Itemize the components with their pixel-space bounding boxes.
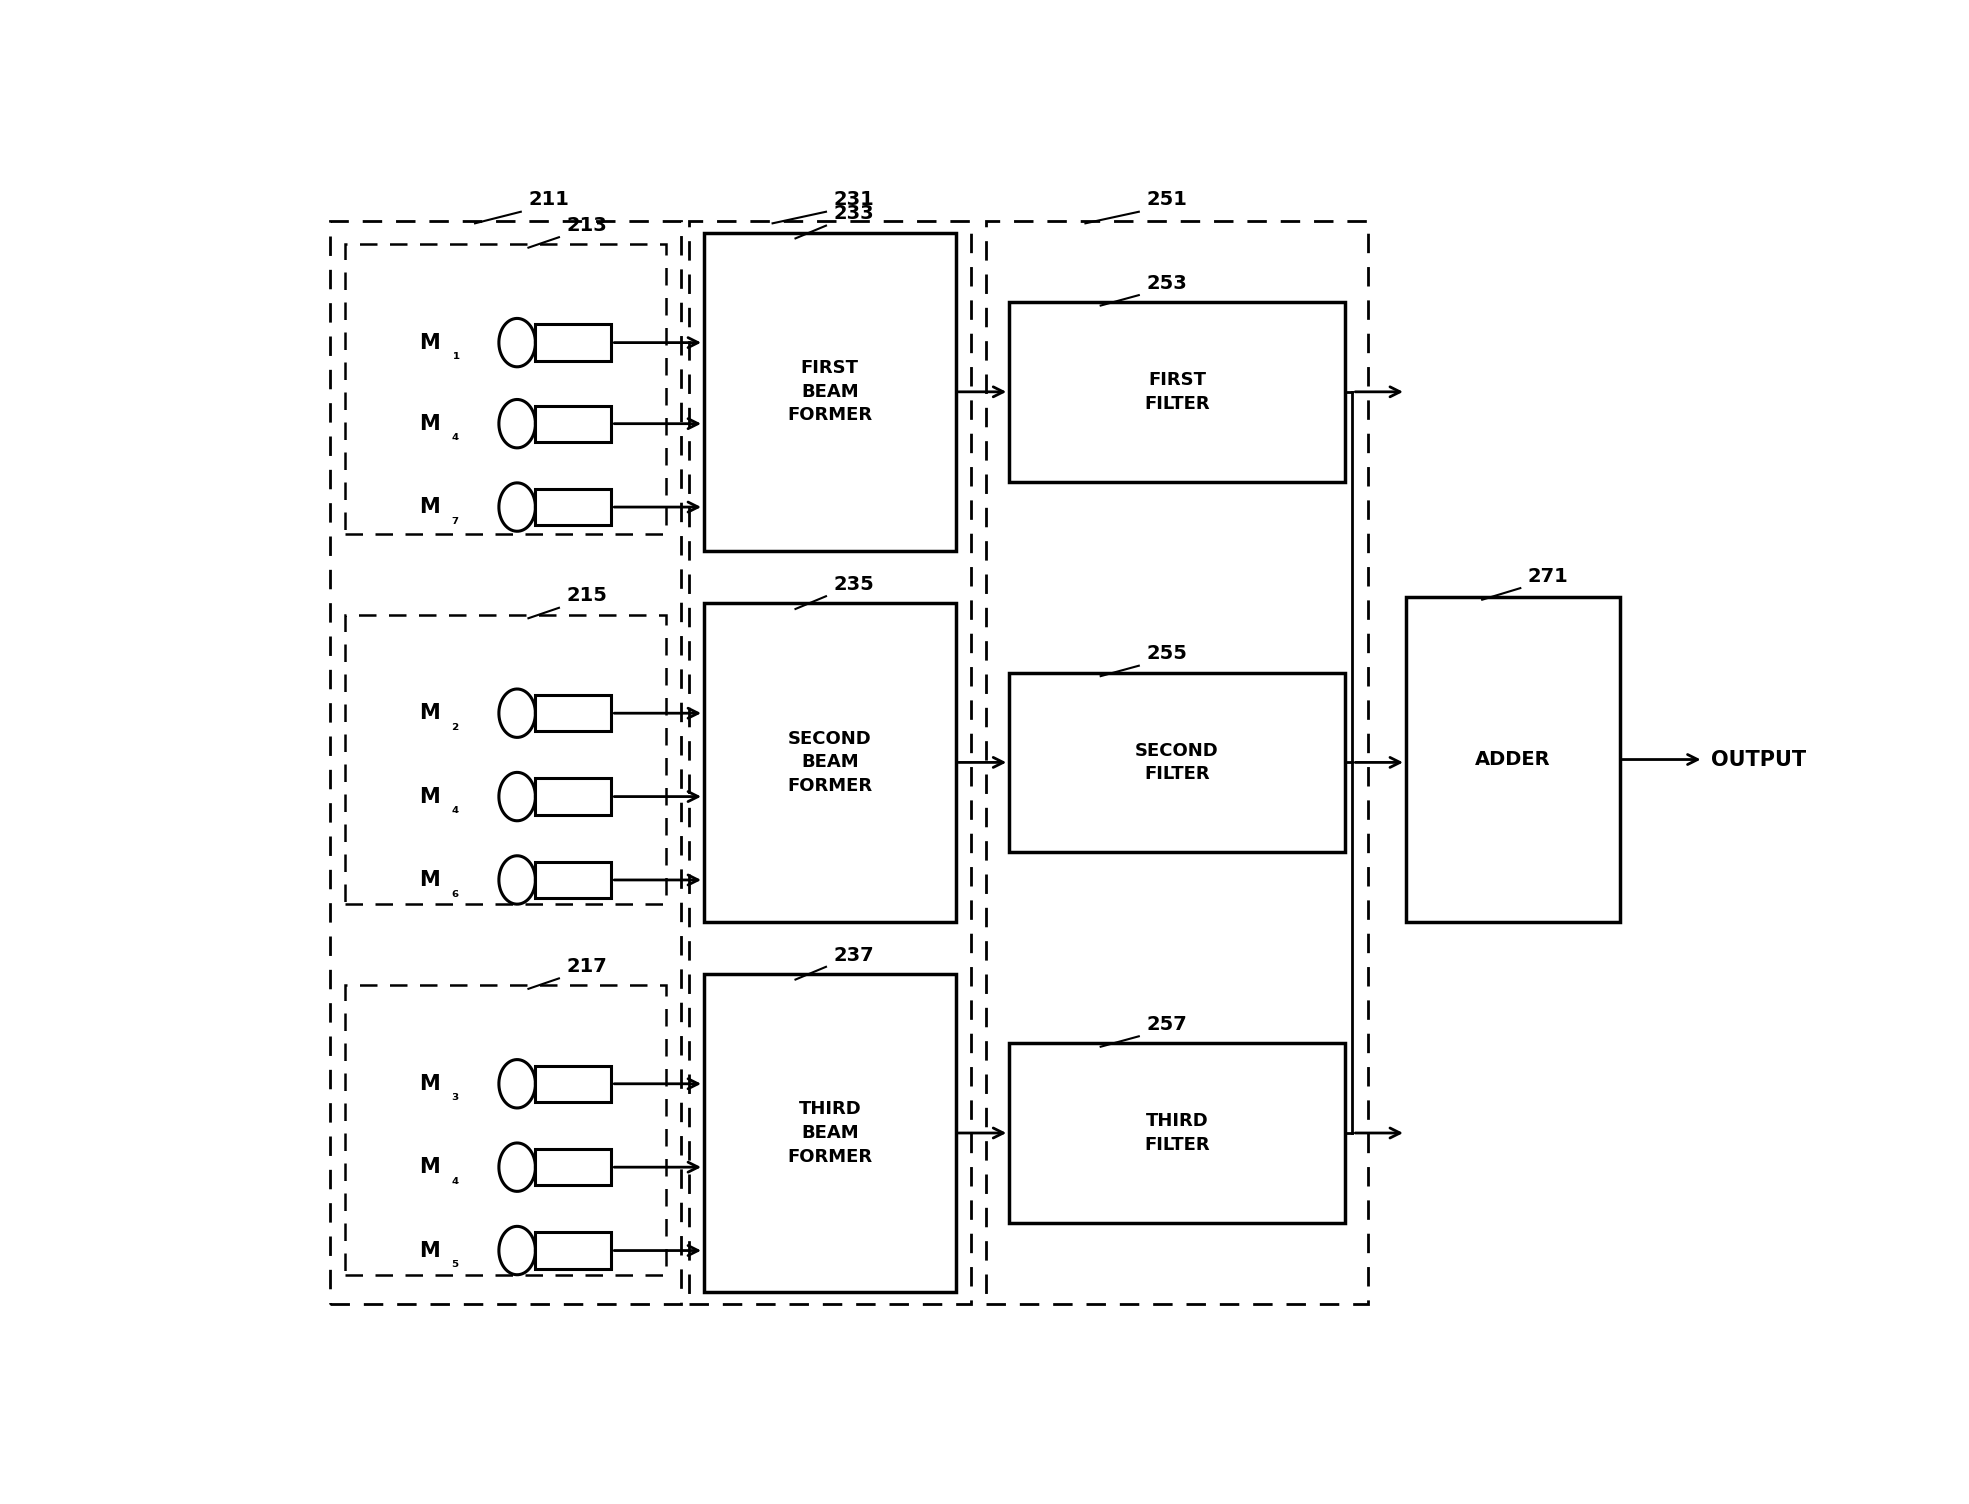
Text: SECOND
BEAM
FORMER: SECOND BEAM FORMER bbox=[788, 729, 872, 796]
Text: M: M bbox=[419, 704, 439, 723]
Text: THIRD
FILTER: THIRD FILTER bbox=[1144, 1111, 1209, 1154]
Text: FIRST
BEAM
FORMER: FIRST BEAM FORMER bbox=[788, 359, 872, 424]
Polygon shape bbox=[705, 603, 955, 922]
Text: 271: 271 bbox=[1528, 567, 1569, 587]
Text: ₁: ₁ bbox=[451, 346, 459, 362]
Text: M: M bbox=[419, 1157, 439, 1178]
Text: 251: 251 bbox=[1146, 191, 1187, 209]
Text: M: M bbox=[419, 787, 439, 806]
Polygon shape bbox=[1008, 672, 1345, 853]
Text: 235: 235 bbox=[833, 575, 874, 594]
Text: 257: 257 bbox=[1146, 1015, 1187, 1033]
Polygon shape bbox=[1008, 1044, 1345, 1223]
Text: 253: 253 bbox=[1146, 274, 1187, 293]
Text: ₄: ₄ bbox=[451, 426, 459, 444]
Text: THIRD
BEAM
FORMER: THIRD BEAM FORMER bbox=[788, 1101, 872, 1166]
Text: M: M bbox=[419, 496, 439, 517]
Text: 215: 215 bbox=[567, 587, 608, 606]
Text: ₂: ₂ bbox=[451, 716, 459, 734]
Text: M: M bbox=[419, 1241, 439, 1260]
Text: FIRST
FILTER: FIRST FILTER bbox=[1144, 371, 1209, 412]
Text: OUTPUT: OUTPUT bbox=[1711, 749, 1806, 770]
Text: ₄: ₄ bbox=[451, 1170, 459, 1188]
Polygon shape bbox=[1406, 597, 1619, 922]
Text: SECOND
FILTER: SECOND FILTER bbox=[1134, 741, 1219, 784]
Text: ₄: ₄ bbox=[451, 799, 459, 817]
Text: M: M bbox=[419, 869, 439, 890]
Text: M: M bbox=[419, 1074, 439, 1093]
Text: 237: 237 bbox=[833, 946, 874, 964]
Text: 255: 255 bbox=[1146, 644, 1187, 663]
Text: ₇: ₇ bbox=[451, 510, 459, 528]
Polygon shape bbox=[705, 973, 955, 1292]
Polygon shape bbox=[1008, 302, 1345, 481]
Text: M: M bbox=[419, 332, 439, 352]
Text: 217: 217 bbox=[567, 957, 606, 976]
Text: ADDER: ADDER bbox=[1475, 750, 1550, 769]
Text: 211: 211 bbox=[528, 191, 569, 209]
Text: M: M bbox=[419, 414, 439, 433]
Text: 233: 233 bbox=[833, 205, 874, 223]
Text: 213: 213 bbox=[567, 217, 606, 235]
Text: ₃: ₃ bbox=[451, 1086, 459, 1104]
Text: 231: 231 bbox=[833, 191, 874, 209]
Polygon shape bbox=[705, 233, 955, 550]
Text: ₅: ₅ bbox=[451, 1253, 459, 1271]
Text: ₆: ₆ bbox=[451, 883, 459, 901]
